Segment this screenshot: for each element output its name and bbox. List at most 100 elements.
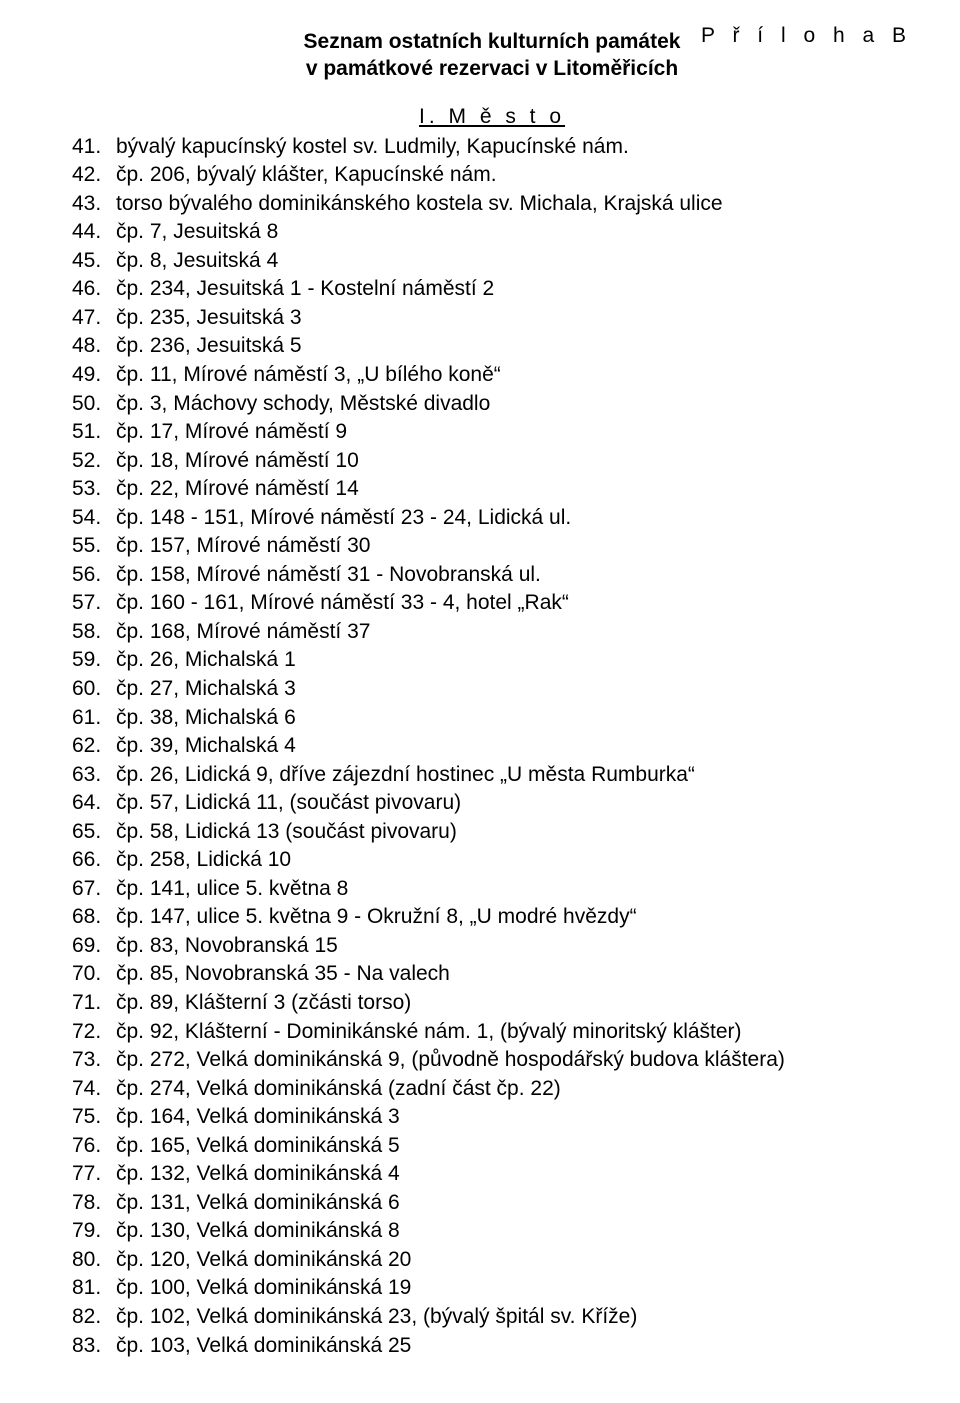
list-item: 56.čp. 158, Mírové náměstí 31 - Novobran… — [72, 561, 912, 590]
item-text: čp. 103, Velká dominikánská 25 — [116, 1332, 912, 1361]
item-text: čp. 8, Jesuitská 4 — [116, 247, 912, 276]
list-item: 43.torso bývalého dominikánského kostela… — [72, 190, 912, 219]
item-number: 48. — [72, 332, 116, 361]
list-item: 57.čp. 160 - 161, Mírové náměstí 33 - 4,… — [72, 589, 912, 618]
list-item: 48.čp. 236, Jesuitská 5 — [72, 332, 912, 361]
item-text: čp. 234, Jesuitská 1 - Kostelní náměstí … — [116, 275, 912, 304]
item-number: 44. — [72, 218, 116, 247]
list-item: 53.čp. 22, Mírové náměstí 14 — [72, 475, 912, 504]
list-item: 41.bývalý kapucínský kostel sv. Ludmily,… — [72, 133, 912, 162]
item-text: čp. 236, Jesuitská 5 — [116, 332, 912, 361]
item-number: 43. — [72, 190, 116, 219]
item-number: 54. — [72, 504, 116, 533]
list-item: 67.čp. 141, ulice 5. května 8 — [72, 875, 912, 904]
list-item: 42.čp. 206, bývalý klášter, Kapucínské n… — [72, 161, 912, 190]
list-item: 83.čp. 103, Velká dominikánská 25 — [72, 1332, 912, 1361]
item-text: čp. 22, Mírové náměstí 14 — [116, 475, 912, 504]
item-text: čp. 83, Novobranská 15 — [116, 932, 912, 961]
list-item: 70.čp. 85, Novobranská 35 - Na valech — [72, 960, 912, 989]
item-text: čp. 58, Lidická 13 (součást pivovaru) — [116, 818, 912, 847]
items-list: 41.bývalý kapucínský kostel sv. Ludmily,… — [72, 133, 912, 1361]
list-item: 61.čp. 38, Michalská 6 — [72, 704, 912, 733]
item-text: čp. 92, Klášterní - Dominikánské nám. 1,… — [116, 1018, 912, 1047]
item-text: čp. 131, Velká dominikánská 6 — [116, 1189, 912, 1218]
item-text: čp. 164, Velká dominikánská 3 — [116, 1103, 912, 1132]
list-item: 58.čp. 168, Mírové náměstí 37 — [72, 618, 912, 647]
item-number: 61. — [72, 704, 116, 733]
item-text: čp. 157, Mírové náměstí 30 — [116, 532, 912, 561]
item-number: 51. — [72, 418, 116, 447]
list-item: 81.čp. 100, Velká dominikánská 19 — [72, 1274, 912, 1303]
item-number: 81. — [72, 1274, 116, 1303]
item-number: 52. — [72, 447, 116, 476]
item-number: 50. — [72, 390, 116, 419]
item-text: čp. 100, Velká dominikánská 19 — [116, 1274, 912, 1303]
list-item: 60.čp. 27, Michalská 3 — [72, 675, 912, 704]
list-item: 44.čp. 7, Jesuitská 8 — [72, 218, 912, 247]
item-number: 41. — [72, 133, 116, 162]
item-text: čp. 11, Mírové náměstí 3, „U bílého koně… — [116, 361, 912, 390]
item-text: čp. 26, Michalská 1 — [116, 646, 912, 675]
item-text: čp. 158, Mírové náměstí 31 - Novobranská… — [116, 561, 912, 590]
item-number: 77. — [72, 1160, 116, 1189]
header-block: P ř í l o h a B Seznam ostatních kulturn… — [72, 24, 912, 83]
list-item: 55.čp. 157, Mírové náměstí 30 — [72, 532, 912, 561]
list-item: 79.čp. 130, Velká dominikánská 8 — [72, 1217, 912, 1246]
item-number: 55. — [72, 532, 116, 561]
item-number: 69. — [72, 932, 116, 961]
item-number: 56. — [72, 561, 116, 590]
item-text: čp. 235, Jesuitská 3 — [116, 304, 912, 333]
item-text: čp. 147, ulice 5. května 9 - Okružní 8, … — [116, 903, 912, 932]
item-number: 45. — [72, 247, 116, 276]
item-text: čp. 120, Velká dominikánská 20 — [116, 1246, 912, 1275]
item-number: 68. — [72, 903, 116, 932]
item-number: 60. — [72, 675, 116, 704]
list-item: 64.čp. 57, Lidická 11, (součást pivovaru… — [72, 789, 912, 818]
list-item: 46.čp. 234, Jesuitská 1 - Kostelní náměs… — [72, 275, 912, 304]
item-number: 83. — [72, 1332, 116, 1361]
item-text: čp. 7, Jesuitská 8 — [116, 218, 912, 247]
item-text: čp. 26, Lidická 9, dříve zájezdní hostin… — [116, 761, 912, 790]
item-number: 46. — [72, 275, 116, 304]
list-item: 59.čp. 26, Michalská 1 — [72, 646, 912, 675]
list-item: 65.čp. 58, Lidická 13 (součást pivovaru) — [72, 818, 912, 847]
list-item: 71.čp. 89, Klášterní 3 (zčásti torso) — [72, 989, 912, 1018]
list-item: 62.čp. 39, Michalská 4 — [72, 732, 912, 761]
list-item: 50.čp. 3, Máchovy schody, Městské divadl… — [72, 390, 912, 419]
list-item: 74.čp. 274, Velká dominikánská (zadní čá… — [72, 1075, 912, 1104]
list-item: 76.čp. 165, Velká dominikánská 5 — [72, 1132, 912, 1161]
item-text: čp. 272, Velká dominikánská 9, (původně … — [116, 1046, 912, 1075]
item-number: 80. — [72, 1246, 116, 1275]
list-item: 82.čp. 102, Velká dominikánská 23, (býva… — [72, 1303, 912, 1332]
item-text: čp. 274, Velká dominikánská (zadní část … — [116, 1075, 912, 1104]
item-number: 65. — [72, 818, 116, 847]
list-item: 49.čp. 11, Mírové náměstí 3, „U bílého k… — [72, 361, 912, 390]
item-text: čp. 258, Lidická 10 — [116, 846, 912, 875]
item-text: čp. 168, Mírové náměstí 37 — [116, 618, 912, 647]
item-text: čp. 57, Lidická 11, (součást pivovaru) — [116, 789, 912, 818]
item-number: 57. — [72, 589, 116, 618]
item-text: čp. 130, Velká dominikánská 8 — [116, 1217, 912, 1246]
item-text: bývalý kapucínský kostel sv. Ludmily, Ka… — [116, 133, 912, 162]
item-text: čp. 148 - 151, Mírové náměstí 23 - 24, L… — [116, 504, 912, 533]
item-number: 78. — [72, 1189, 116, 1218]
section-heading: I. M ě s t o — [72, 105, 912, 129]
item-text: čp. 89, Klášterní 3 (zčásti torso) — [116, 989, 912, 1018]
item-text: čp. 206, bývalý klášter, Kapucínské nám. — [116, 161, 912, 190]
item-number: 76. — [72, 1132, 116, 1161]
list-item: 73.čp. 272, Velká dominikánská 9, (původ… — [72, 1046, 912, 1075]
list-item: 45.čp. 8, Jesuitská 4 — [72, 247, 912, 276]
list-item: 54.čp. 148 - 151, Mírové náměstí 23 - 24… — [72, 504, 912, 533]
item-number: 75. — [72, 1103, 116, 1132]
item-text: čp. 18, Mírové náměstí 10 — [116, 447, 912, 476]
list-item: 78.čp. 131, Velká dominikánská 6 — [72, 1189, 912, 1218]
title-line-2: v památkové rezervaci v Litoměřicích — [72, 55, 912, 82]
item-number: 64. — [72, 789, 116, 818]
item-text: čp. 141, ulice 5. května 8 — [116, 875, 912, 904]
list-item: 52.čp. 18, Mírové náměstí 10 — [72, 447, 912, 476]
list-item: 80.čp. 120, Velká dominikánská 20 — [72, 1246, 912, 1275]
list-item: 75.čp. 164, Velká dominikánská 3 — [72, 1103, 912, 1132]
item-number: 82. — [72, 1303, 116, 1332]
item-text: čp. 3, Máchovy schody, Městské divadlo — [116, 390, 912, 419]
item-number: 70. — [72, 960, 116, 989]
